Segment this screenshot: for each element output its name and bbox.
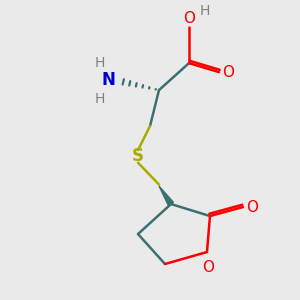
Text: S: S <box>132 147 144 165</box>
Text: H: H <box>94 92 105 106</box>
Polygon shape <box>159 186 173 206</box>
Text: H: H <box>94 56 105 70</box>
Text: O: O <box>247 200 259 214</box>
Text: H: H <box>200 4 210 18</box>
Text: N: N <box>102 70 116 88</box>
Text: O: O <box>223 64 235 80</box>
Text: O: O <box>202 260 214 274</box>
Text: O: O <box>183 11 195 26</box>
